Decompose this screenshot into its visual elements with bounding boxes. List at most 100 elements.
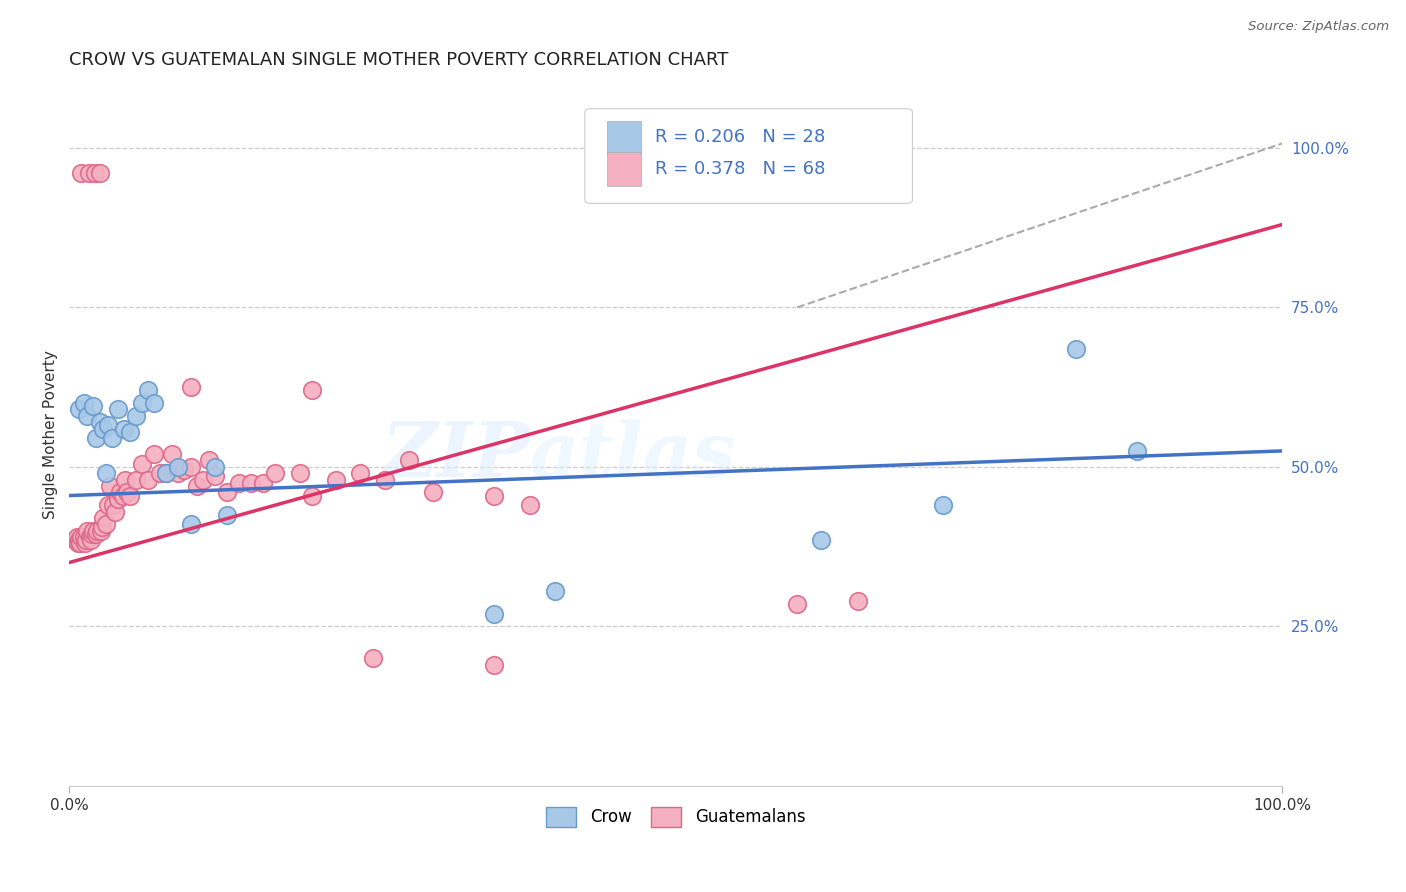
- Point: [301, 384, 323, 398]
- Point: [162, 447, 184, 461]
- Point: [482, 657, 505, 672]
- Point: [114, 473, 136, 487]
- Point: [131, 396, 153, 410]
- Point: [65, 530, 87, 544]
- Point: [73, 396, 96, 410]
- Point: [65, 533, 87, 548]
- Point: [84, 526, 107, 541]
- Point: [75, 533, 97, 548]
- Point: [361, 651, 384, 665]
- Point: [1126, 443, 1149, 458]
- Point: [204, 459, 226, 474]
- Point: [349, 467, 371, 481]
- Point: [264, 467, 287, 481]
- FancyBboxPatch shape: [607, 153, 641, 186]
- Point: [104, 504, 127, 518]
- Point: [191, 473, 214, 487]
- Point: [89, 415, 111, 429]
- Point: [422, 485, 444, 500]
- Point: [810, 533, 832, 548]
- Point: [374, 473, 396, 487]
- Point: [215, 485, 238, 500]
- FancyBboxPatch shape: [585, 109, 912, 203]
- Point: [91, 511, 114, 525]
- Point: [76, 409, 98, 423]
- Point: [97, 498, 120, 512]
- Point: [76, 524, 98, 538]
- Point: [180, 459, 202, 474]
- Point: [108, 485, 131, 500]
- Point: [125, 409, 148, 423]
- Point: [79, 530, 101, 544]
- Text: R = 0.206   N = 28: R = 0.206 N = 28: [655, 128, 825, 146]
- Y-axis label: Single Mother Poverty: Single Mother Poverty: [44, 351, 58, 519]
- Point: [482, 607, 505, 621]
- FancyBboxPatch shape: [607, 120, 641, 154]
- Point: [118, 425, 141, 439]
- Point: [786, 597, 808, 611]
- Point: [180, 517, 202, 532]
- Point: [180, 380, 202, 394]
- Text: CROW VS GUATEMALAN SINGLE MOTHER POVERTY CORRELATION CHART: CROW VS GUATEMALAN SINGLE MOTHER POVERTY…: [69, 51, 728, 69]
- Point: [80, 533, 103, 548]
- Point: [100, 431, 122, 445]
- Point: [70, 530, 93, 544]
- Point: [107, 402, 129, 417]
- Point: [86, 524, 108, 538]
- Point: [136, 384, 159, 398]
- Point: [325, 473, 347, 487]
- Point: [167, 459, 190, 474]
- Point: [143, 396, 166, 410]
- Point: [66, 536, 89, 550]
- Point: [101, 498, 124, 512]
- Point: [167, 467, 190, 481]
- Point: [73, 536, 96, 550]
- Point: [94, 517, 117, 532]
- Point: [89, 166, 111, 180]
- Point: [73, 530, 96, 544]
- Point: [932, 498, 955, 512]
- Text: ZIP: ZIP: [381, 419, 530, 493]
- Point: [82, 399, 104, 413]
- Point: [155, 467, 177, 481]
- Point: [70, 166, 93, 180]
- Point: [143, 447, 166, 461]
- Point: [125, 473, 148, 487]
- Point: [398, 453, 420, 467]
- Point: [482, 489, 505, 503]
- Legend: Crow, Guatemalans: Crow, Guatemalans: [540, 800, 813, 834]
- Point: [155, 467, 177, 481]
- Point: [90, 524, 112, 538]
- Point: [83, 166, 105, 180]
- Point: [107, 491, 129, 506]
- Point: [117, 485, 139, 500]
- Point: [543, 584, 565, 599]
- Text: atlas: atlas: [530, 419, 737, 493]
- Point: [94, 467, 117, 481]
- Point: [84, 431, 107, 445]
- Point: [82, 524, 104, 538]
- Point: [215, 508, 238, 522]
- Point: [240, 475, 263, 490]
- Point: [136, 473, 159, 487]
- Point: [131, 457, 153, 471]
- Point: [1064, 342, 1087, 356]
- Point: [173, 463, 195, 477]
- Point: [91, 520, 114, 534]
- Point: [67, 533, 90, 548]
- Point: [846, 594, 869, 608]
- Text: R = 0.378   N = 68: R = 0.378 N = 68: [655, 160, 825, 178]
- Point: [288, 467, 311, 481]
- Point: [112, 421, 135, 435]
- Point: [186, 479, 208, 493]
- Text: Source: ZipAtlas.com: Source: ZipAtlas.com: [1249, 20, 1389, 33]
- Point: [97, 418, 120, 433]
- Point: [149, 467, 172, 481]
- Point: [91, 421, 114, 435]
- Point: [519, 498, 541, 512]
- Point: [100, 479, 122, 493]
- Point: [228, 475, 250, 490]
- Point: [111, 489, 134, 503]
- Point: [204, 469, 226, 483]
- Point: [82, 526, 104, 541]
